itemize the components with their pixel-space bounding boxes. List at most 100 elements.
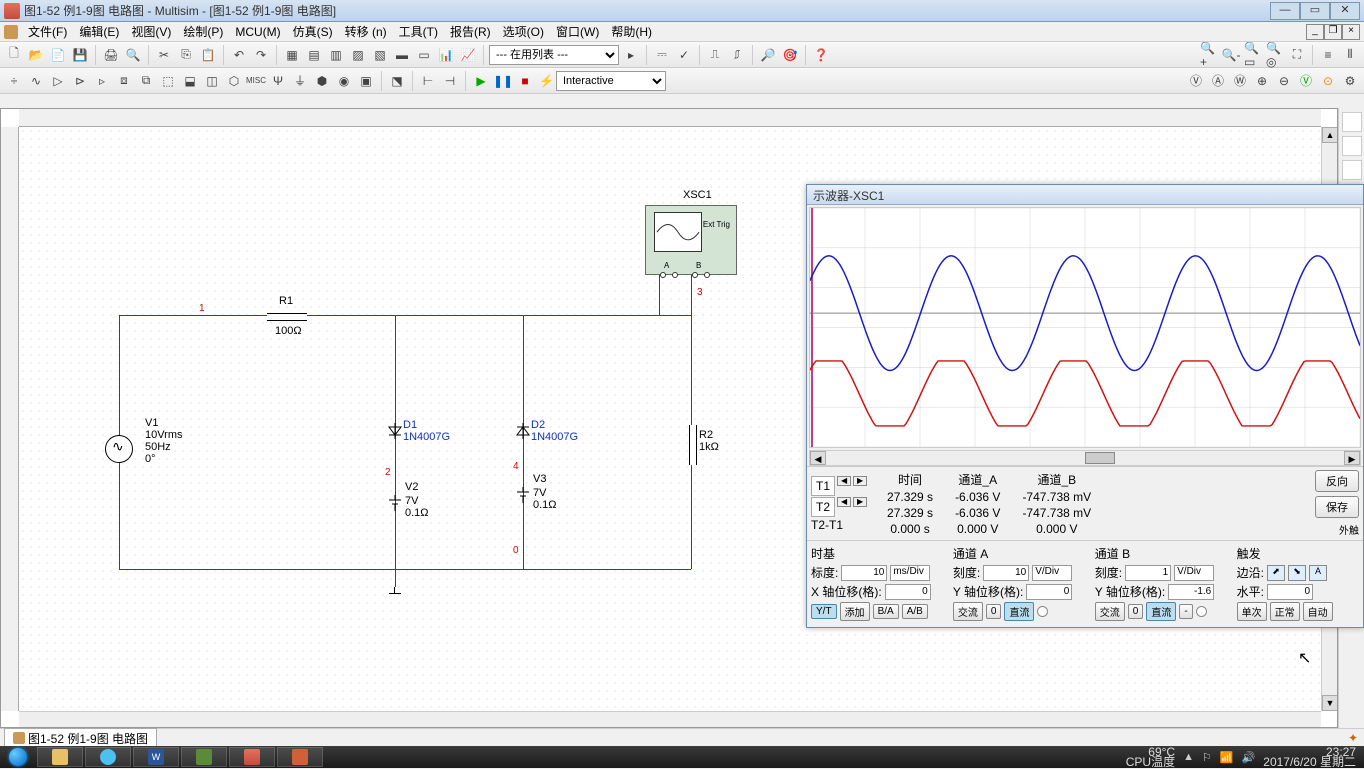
ttl-icon[interactable]: ⧈ (114, 71, 134, 91)
r2[interactable] (685, 425, 697, 465)
scope-term-a-gnd[interactable] (672, 272, 678, 278)
task-camtasia[interactable] (181, 747, 227, 767)
palette-mm-icon[interactable] (1342, 112, 1362, 132)
scroll-down-icon[interactable]: ▼ (1322, 695, 1338, 711)
menu-simulate[interactable]: 仿真(S) (287, 21, 339, 42)
scope-display[interactable] (809, 207, 1361, 448)
tray-flag-icon[interactable]: ⚐ (1202, 751, 1212, 764)
cha-radio[interactable] (1037, 606, 1048, 617)
wire-top[interactable] (119, 315, 691, 316)
sheet-icon[interactable]: ▥ (326, 45, 346, 65)
zoomfit-icon[interactable]: 🔍◎ (1265, 45, 1285, 65)
inst7-icon[interactable]: ⊙ (1318, 71, 1338, 91)
menu-mcu[interactable]: MCU(M) (229, 23, 286, 41)
zoomin-icon[interactable]: 🔍+ (1199, 45, 1219, 65)
palette-fg-icon[interactable] (1342, 136, 1362, 156)
xpos-input[interactable] (885, 584, 931, 600)
wire-gnd[interactable] (395, 569, 396, 587)
cmos-icon[interactable]: ⧉ (136, 71, 156, 91)
misc-icon[interactable]: ⬚ (158, 71, 178, 91)
diode-icon[interactable]: ▷ (48, 71, 68, 91)
trig-level-input[interactable] (1267, 584, 1313, 600)
menu-help[interactable]: 帮助(H) (605, 21, 658, 42)
inst2-icon[interactable]: Ⓐ (1208, 71, 1228, 91)
cha-ypos-input[interactable] (1026, 584, 1072, 600)
timebase-unit[interactable]: ms/Div (890, 565, 930, 581)
t1-right-icon[interactable]: ▶ (853, 476, 867, 486)
menu-tools[interactable]: 工具(T) (393, 21, 444, 42)
sheet-star-icon[interactable]: ✦ (1348, 731, 1358, 745)
v2[interactable] (387, 495, 403, 511)
v3[interactable] (515, 487, 531, 503)
scroll-up-icon[interactable]: ▲ (1322, 127, 1338, 143)
align2-icon[interactable]: ⫴ (1340, 45, 1360, 65)
analog-icon[interactable]: ▹ (92, 71, 112, 91)
save-icon[interactable]: 💾 (70, 45, 90, 65)
r1[interactable] (267, 309, 307, 321)
grid2-icon[interactable]: ▤ (304, 45, 324, 65)
edge-rise-icon[interactable]: ⬈ (1267, 565, 1285, 581)
place-bus-icon[interactable]: ⊢ (418, 71, 438, 91)
cha-ac-button[interactable]: 交流 (953, 602, 983, 621)
erc-icon[interactable]: ✓ (674, 45, 694, 65)
place-junc-icon[interactable]: ⊣ (440, 71, 460, 91)
hier-icon[interactable]: ⬔ (387, 71, 407, 91)
menu-place[interactable]: 绘制(P) (177, 21, 229, 42)
inst1-icon[interactable]: Ⓥ (1186, 71, 1206, 91)
inuse-combo[interactable]: --- 在用列表 --- (489, 45, 619, 65)
task-word[interactable]: W (133, 747, 179, 767)
tray-vol-icon[interactable]: 🔊 (1242, 751, 1256, 764)
inst8-icon[interactable]: ⚙ (1340, 71, 1360, 91)
open-icon[interactable]: 📂 (26, 45, 46, 65)
oscilloscope-window[interactable]: 示波器-XSC1 ◀ ▶ T1 ◀ ▶ T2 ◀ ▶ T2-T1 时间通道_A通… (806, 184, 1364, 628)
src-icon[interactable]: ÷ (4, 71, 24, 91)
task-ie[interactable] (85, 747, 131, 767)
scope-scroll-left-icon[interactable]: ◀ (810, 451, 826, 465)
ab-button[interactable]: A/B (902, 604, 928, 619)
chb-scale-input[interactable] (1125, 565, 1171, 581)
cha-dc-button[interactable]: 直流 (1004, 602, 1034, 621)
new-icon[interactable]: 🗋 (4, 45, 24, 65)
preview-icon[interactable]: 🔍 (123, 45, 143, 65)
chb-ypos-input[interactable] (1168, 584, 1214, 600)
normal-button[interactable]: 正常 (1270, 602, 1300, 621)
scope-term-b-gnd[interactable] (704, 272, 710, 278)
mdi-close[interactable]: × (1342, 24, 1360, 40)
netlist-icon[interactable]: ⎓ (652, 45, 672, 65)
maximize-button[interactable]: ▭ (1300, 2, 1330, 20)
mcu2-icon[interactable]: ▣ (356, 71, 376, 91)
run-icon[interactable]: ▶ (471, 71, 491, 91)
cha-0-button[interactable]: 0 (986, 604, 1002, 619)
paste-icon[interactable]: 📋 (198, 45, 218, 65)
pause-icon[interactable]: ❚❚ (493, 71, 513, 91)
sim-mode-combo[interactable]: Interactive (556, 71, 666, 91)
db2-icon[interactable]: ▭ (414, 45, 434, 65)
d2[interactable] (515, 423, 531, 439)
sheet-tab[interactable]: 图1-52 例1-9图 电路图 (4, 728, 157, 748)
wire-d2[interactable] (523, 315, 524, 569)
cha-scale-input[interactable] (983, 565, 1029, 581)
ni-icon[interactable]: ⬢ (312, 71, 332, 91)
t2-left-icon[interactable]: ◀ (837, 497, 851, 507)
reverse-button[interactable]: 反向 (1315, 470, 1359, 492)
tray-clock[interactable]: 23:27 2017/6/20 星期二 (1263, 747, 1356, 767)
scope-window-title[interactable]: 示波器-XSC1 (807, 185, 1363, 205)
minimize-button[interactable]: — (1270, 2, 1300, 20)
scope-hscroll[interactable]: ◀ ▶ (809, 450, 1361, 466)
add-button[interactable]: 添加 (840, 602, 870, 621)
wire-d1[interactable] (395, 315, 396, 569)
scope-instrument[interactable]: Ext Trig A B (645, 205, 737, 275)
inst4-icon[interactable]: ⊕ (1252, 71, 1272, 91)
zoomarea-icon[interactable]: 🔍▭ (1243, 45, 1263, 65)
tray-net-icon[interactable]: 📶 (1220, 751, 1234, 764)
rf-icon[interactable]: Ψ (268, 71, 288, 91)
cut-icon[interactable]: ✂ (154, 45, 174, 65)
timebase-scale-input[interactable] (841, 565, 887, 581)
report2-icon[interactable]: 📈 (458, 45, 478, 65)
elec-icon[interactable]: ⏚ (290, 71, 310, 91)
menu-transfer[interactable]: 转移 (n) (339, 21, 393, 42)
copy-icon[interactable]: ⎘ (176, 45, 196, 65)
start-button[interactable] (0, 746, 36, 768)
basic-icon[interactable]: ∿ (26, 71, 46, 91)
zoomout-icon[interactable]: 🔍- (1221, 45, 1241, 65)
